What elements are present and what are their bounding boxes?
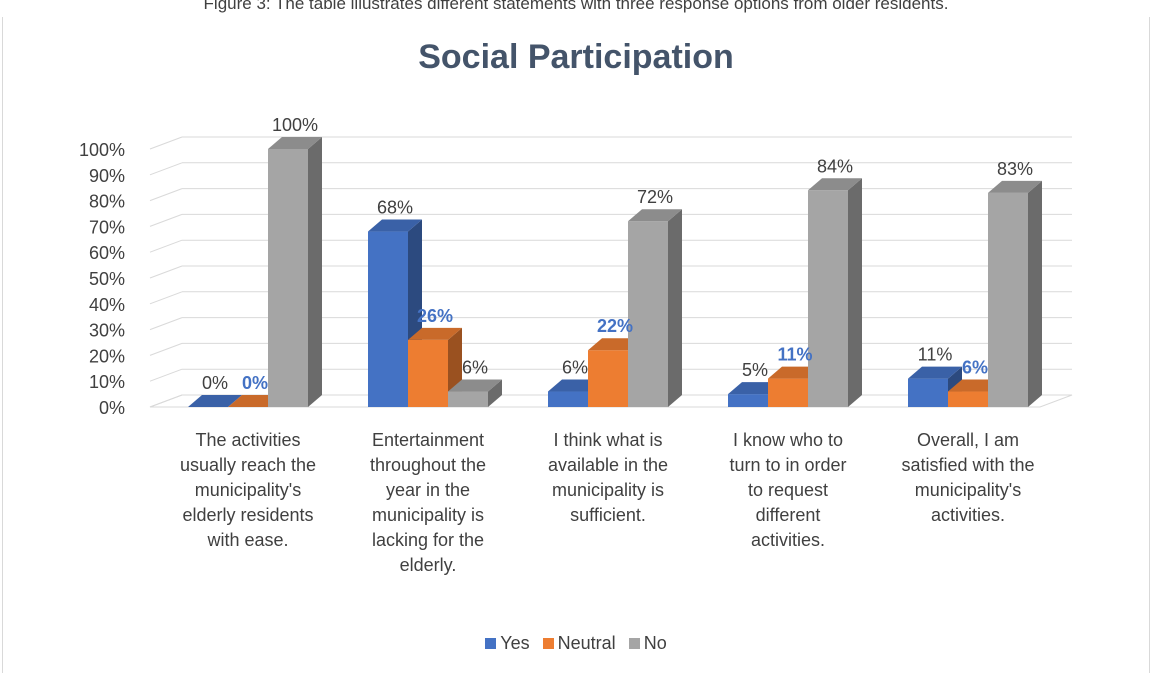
- bar-front: [408, 339, 448, 407]
- data-label-yes: 68%: [377, 198, 413, 218]
- category-label: I think what is available in the municipal…: [547, 430, 669, 525]
- gridline-side: [149, 213, 183, 227]
- bar-front: [908, 378, 948, 407]
- bar-top: [808, 178, 862, 191]
- gridline-side: [149, 342, 183, 356]
- bar-front: [948, 391, 988, 407]
- y-tick-label: 70%: [89, 217, 125, 237]
- bar-top: [268, 137, 322, 149]
- y-tick-label: 60%: [89, 243, 125, 263]
- bar-yes: [188, 395, 242, 407]
- y-tick-label: 80%: [89, 192, 125, 212]
- gridline-side: [149, 162, 183, 176]
- category-label: Overall, I am satisfied with the municipal…: [901, 430, 1035, 525]
- chart-frame: [2, 17, 1150, 673]
- data-label-no: 84%: [817, 156, 853, 176]
- bar-front: [728, 394, 768, 407]
- chart-legend: Yes Neutral No: [0, 633, 1152, 654]
- data-label-no: 6%: [462, 358, 488, 378]
- data-labels: 0% 0% 100% 68% 26% 6% 6% 22% 72% 5% 11% 84% 11% 6% 83%: [202, 115, 1033, 393]
- bar-front: [628, 221, 668, 407]
- bar-no: [988, 180, 1042, 407]
- bar-top: [188, 395, 242, 407]
- legend-label-neutral: Neutral: [557, 633, 616, 653]
- bar-no: [808, 178, 862, 407]
- data-label-yes: 6%: [562, 358, 588, 378]
- data-label-yes: 0%: [202, 373, 228, 393]
- bar-top: [408, 327, 462, 340]
- bar-top: [628, 209, 682, 222]
- bar-side: [668, 209, 682, 407]
- legend-swatch-no: [628, 638, 640, 649]
- legend-item-no: No: [628, 633, 667, 654]
- bar-front: [448, 391, 488, 407]
- category-label: The activities usually reach the municipal…: [179, 430, 317, 550]
- legend-swatch-neutral: [542, 638, 554, 649]
- data-label-yes: 11%: [918, 345, 953, 365]
- gridline-side: [149, 136, 183, 150]
- bar-side: [1028, 180, 1042, 407]
- data-label-no: 83%: [997, 159, 1033, 179]
- y-axis: 0% 10% 20% 30% 40% 50% 60% 70% 80% 90% 100%: [79, 140, 125, 418]
- gridline-side: [149, 291, 183, 305]
- figure-caption: Figure 3: The table illustrates differen…: [203, 0, 949, 13]
- legend-label-no: No: [643, 633, 667, 653]
- bar-front: [368, 231, 408, 407]
- data-label-neutral: 22%: [597, 316, 633, 336]
- chart-title: Social Participation: [418, 38, 734, 76]
- bar-top: [908, 366, 962, 379]
- legend-item-neutral: Neutral: [542, 633, 616, 654]
- data-label-neutral: 6%: [962, 358, 988, 378]
- bar-top: [988, 180, 1042, 193]
- y-tick-label: 40%: [89, 295, 125, 315]
- bar-side: [308, 137, 322, 407]
- bar-side: [488, 379, 502, 407]
- gridline-side: [149, 265, 183, 279]
- bar-side: [848, 178, 862, 407]
- legend-label-yes: Yes: [500, 633, 530, 653]
- gridline-side: [149, 317, 183, 331]
- y-tick-label: 10%: [89, 372, 125, 392]
- data-label-yes: 5%: [742, 360, 768, 380]
- gridline-side: [149, 239, 183, 253]
- bar-no: [448, 379, 502, 407]
- bar-no: [268, 137, 322, 407]
- data-label-neutral: 11%: [777, 345, 812, 365]
- bar-front: [268, 149, 308, 407]
- legend-swatch-yes: [485, 638, 497, 649]
- bars: [188, 137, 1042, 407]
- gridline-side: [149, 368, 183, 382]
- category-label: I know who to turn to in order to request d…: [729, 430, 847, 550]
- bar-front: [768, 378, 808, 407]
- bar-front: [548, 391, 588, 407]
- bar-no: [628, 209, 682, 407]
- y-tick-label: 0%: [99, 398, 125, 418]
- bar-front: [988, 192, 1028, 407]
- data-label-neutral: 0%: [242, 373, 268, 393]
- y-tick-label: 20%: [89, 346, 125, 366]
- legend-item-yes: Yes: [485, 633, 530, 654]
- bar-top: [448, 379, 502, 392]
- y-tick-label: 50%: [89, 269, 125, 289]
- bar-front: [808, 190, 848, 407]
- y-tick-label: 30%: [89, 321, 125, 341]
- bar-top: [368, 219, 422, 232]
- bar-neutral: [408, 327, 462, 407]
- data-label-no: 100%: [272, 115, 318, 135]
- gridline-side: [149, 188, 183, 202]
- bar-front: [588, 350, 628, 407]
- category-label: Entertainment throughout the year in the mu…: [369, 430, 487, 575]
- data-label-no: 72%: [637, 187, 673, 207]
- y-tick-label: 90%: [89, 166, 125, 186]
- y-tick-label: 100%: [79, 140, 125, 160]
- data-label-neutral: 26%: [417, 306, 453, 326]
